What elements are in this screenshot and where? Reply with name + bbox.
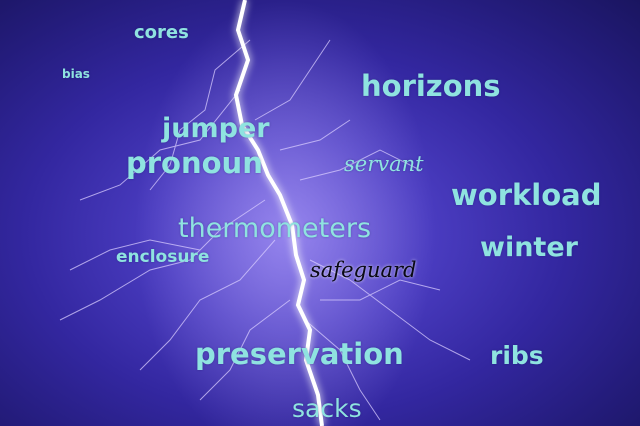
word-bias: bias <box>62 67 90 81</box>
word-jumper: jumper <box>162 113 270 144</box>
word-thermometers: thermometers <box>178 213 372 244</box>
word-safeguard: safeguard <box>310 258 417 282</box>
word-workload: workload <box>451 178 602 212</box>
word-servant: servant <box>344 152 424 176</box>
word-preservation: preservation <box>195 337 404 371</box>
lightning-glow <box>135 0 435 426</box>
word-winter: winter <box>480 232 578 263</box>
branch-strokes <box>59 39 471 421</box>
word-horizons: horizons <box>361 69 501 103</box>
word-enclosure: enclosure <box>116 247 210 267</box>
word-cores: cores <box>134 22 189 43</box>
word-sacks: sacks <box>292 394 362 423</box>
word-pronoun: pronoun <box>126 146 263 180</box>
word-ribs: ribs <box>490 341 544 370</box>
main-lightning-bolt <box>233 0 324 426</box>
